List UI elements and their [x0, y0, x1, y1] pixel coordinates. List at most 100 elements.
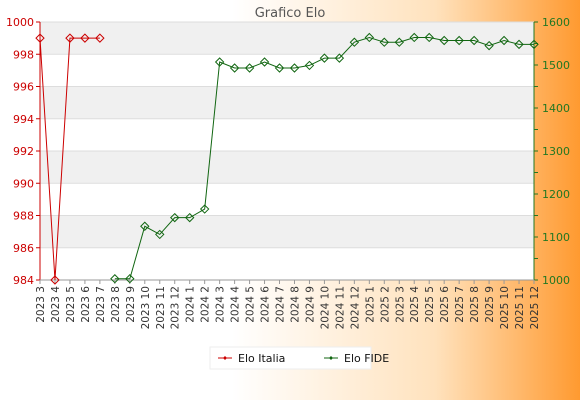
x-tick-label: 2025 7 — [454, 286, 466, 323]
data-point — [35, 33, 45, 43]
series-layer — [35, 32, 539, 285]
legend-label: Elo FIDE — [344, 352, 389, 365]
grid-layer — [40, 21, 534, 281]
data-point — [499, 35, 509, 46]
right-tick-label: 1500 — [542, 59, 570, 72]
grid-band — [40, 22, 534, 55]
data-point — [184, 212, 195, 223]
left-tick-label: 996 — [13, 81, 34, 94]
data-point — [259, 57, 270, 67]
left-tick-label: 984 — [13, 274, 34, 287]
data-point — [244, 63, 255, 73]
x-tick-label: 2023 6 — [80, 286, 92, 323]
x-tick-label: 2023 8 — [110, 286, 122, 323]
data-point — [155, 229, 165, 240]
series-elo-italia — [35, 33, 105, 285]
x-tick-label: 2024 3 — [215, 286, 227, 323]
x-tick-label: 2025 8 — [469, 286, 481, 323]
x-tick-label: 2025 12 — [529, 286, 541, 329]
data-point — [379, 37, 390, 47]
left-tick-label: 998 — [13, 48, 34, 61]
x-tick-label: 2024 6 — [260, 286, 272, 323]
right-tick-label: 1300 — [542, 145, 570, 158]
data-point — [289, 63, 300, 73]
grid-band — [40, 86, 534, 119]
x-tick-label: 2023 10 — [140, 286, 152, 329]
data-point — [409, 32, 419, 43]
x-tick-label: 2025 1 — [364, 286, 376, 323]
chart-title: Grafico Elo — [255, 6, 326, 21]
data-point — [140, 221, 150, 231]
x-tick-label: 2024 1 — [185, 286, 197, 323]
x-tick-label: 2023 3 — [35, 286, 47, 323]
right-tick-label: 1600 — [542, 16, 570, 29]
series-line — [39, 37, 100, 281]
data-point — [80, 33, 90, 43]
grid-band — [40, 215, 534, 248]
legend-swatch-marker — [223, 356, 227, 360]
data-point — [125, 274, 135, 284]
legend-label: Elo Italia — [238, 352, 285, 365]
data-point — [319, 53, 330, 63]
left-tick-label: 988 — [13, 210, 34, 223]
left-tick-label: 1000 — [6, 16, 34, 29]
x-tick-label: 2025 11 — [514, 286, 526, 329]
data-point — [484, 40, 494, 51]
data-point — [110, 274, 120, 284]
x-tick-label: 2023 12 — [170, 286, 182, 329]
right-tick-label: 1000 — [542, 274, 570, 287]
data-point — [349, 37, 360, 47]
data-point — [304, 60, 315, 71]
data-point — [274, 63, 285, 73]
x-tick-label: 2023 9 — [125, 286, 137, 323]
legend: Elo Italia Elo FIDE — [209, 346, 389, 370]
x-tick-label: 2024 2 — [200, 286, 212, 323]
data-point — [170, 212, 180, 223]
series-line — [114, 36, 534, 280]
right-tick-label: 1100 — [542, 231, 570, 244]
x-tick-label: 2024 9 — [304, 286, 316, 323]
legend-swatch-marker — [329, 356, 333, 360]
grid-band — [40, 151, 534, 184]
series-elo-fide — [110, 32, 539, 284]
data-point — [439, 35, 449, 46]
data-point — [364, 32, 375, 43]
data-point — [424, 32, 434, 43]
x-tick-label: 2024 4 — [230, 286, 242, 323]
legend-box — [209, 346, 372, 370]
x-tick-label: 2023 7 — [95, 286, 107, 323]
legend-item: Elo Italia — [218, 352, 285, 365]
x-tick-label: 2025 4 — [409, 286, 421, 323]
x-tick-label: 2023 5 — [65, 286, 77, 323]
x-tick-label: 2024 10 — [319, 286, 331, 329]
data-point — [65, 33, 75, 43]
x-tick-label: 2024 8 — [289, 286, 301, 323]
x-tick-label: 2025 10 — [499, 286, 511, 329]
data-point — [454, 35, 464, 46]
x-tick-label: 2025 2 — [379, 286, 391, 323]
x-tick-label: 2025 3 — [394, 286, 406, 323]
right-tick-label: 1200 — [542, 188, 570, 201]
data-point — [469, 35, 479, 46]
left-tick-label: 992 — [13, 145, 34, 158]
data-point — [514, 39, 524, 50]
x-tick-label: 2024 5 — [245, 286, 257, 323]
x-tick-label: 2025 5 — [424, 286, 436, 323]
x-tick-label: 2024 7 — [275, 286, 287, 323]
data-point — [199, 204, 210, 214]
x-tick-label: 2025 6 — [439, 286, 451, 323]
data-point — [334, 53, 345, 63]
data-point — [229, 63, 240, 73]
left-tick-label: 994 — [13, 113, 34, 126]
left-tick-label: 990 — [13, 177, 34, 190]
legend-item: Elo FIDE — [324, 352, 389, 365]
left-tick-label: 986 — [13, 242, 34, 255]
axis-layer: 984 986 988 990 992 994 996 998 1000 1000 1100 1200… — [6, 16, 570, 329]
data-point — [50, 275, 60, 285]
x-tick-label: 2023 11 — [155, 286, 167, 329]
x-tick-label: 2025 9 — [484, 286, 496, 323]
x-tick-label: 2024 12 — [349, 286, 361, 329]
right-tick-label: 1400 — [542, 102, 570, 115]
